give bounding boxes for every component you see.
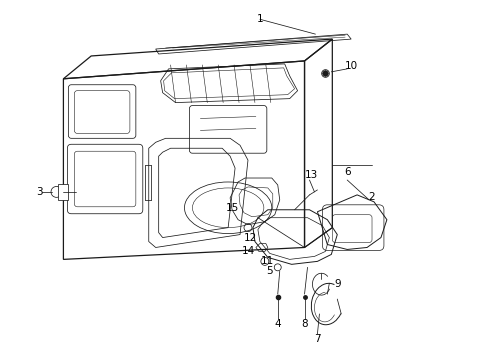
Text: 7: 7 xyxy=(314,334,321,344)
Text: 9: 9 xyxy=(334,279,341,289)
FancyBboxPatch shape xyxy=(58,184,69,200)
Text: 2: 2 xyxy=(368,192,375,202)
Text: 1: 1 xyxy=(257,14,263,24)
Text: 15: 15 xyxy=(225,203,239,213)
Text: 6: 6 xyxy=(344,167,350,177)
Text: 13: 13 xyxy=(305,170,318,180)
Text: 14: 14 xyxy=(242,247,255,256)
Text: 10: 10 xyxy=(344,61,358,71)
Text: 3: 3 xyxy=(36,187,43,197)
Text: 12: 12 xyxy=(244,233,257,243)
Text: 11: 11 xyxy=(261,256,274,266)
Text: 5: 5 xyxy=(267,266,273,276)
Text: 4: 4 xyxy=(274,319,281,329)
Text: 8: 8 xyxy=(301,319,308,329)
